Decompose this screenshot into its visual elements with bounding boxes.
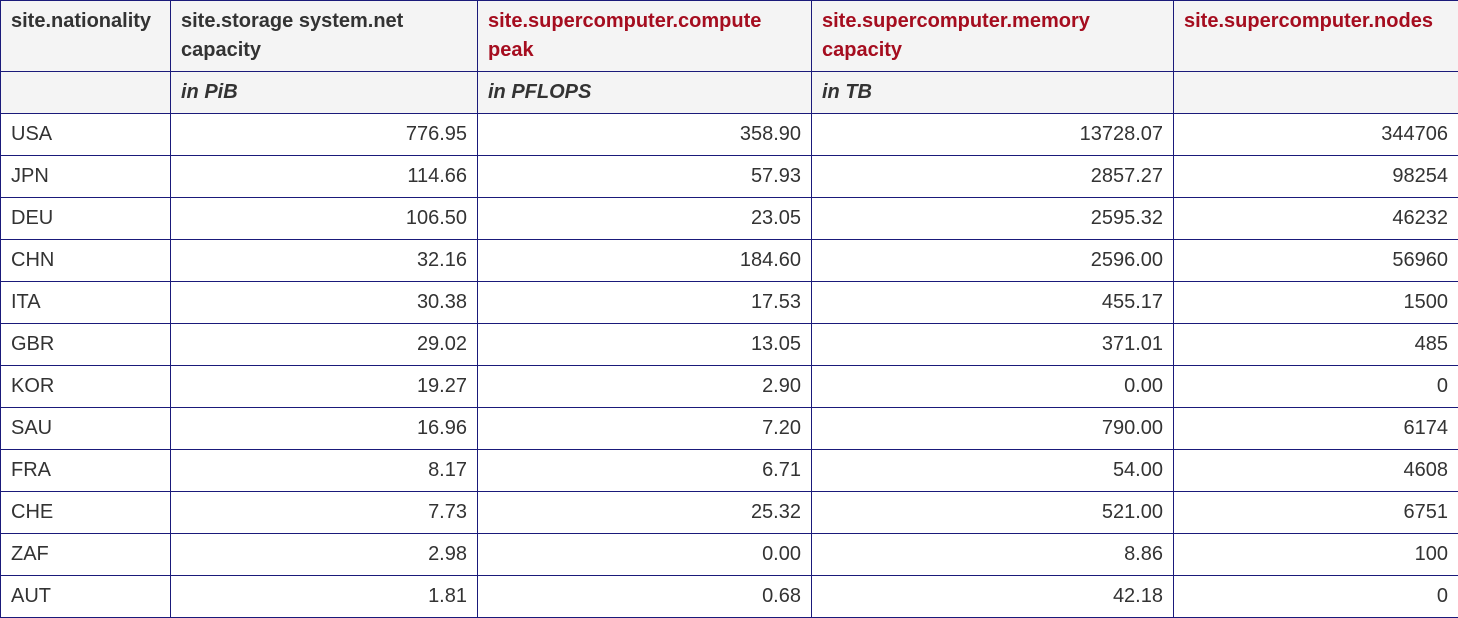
cell-memory-capacity: 8.86: [811, 533, 1174, 576]
cell-storage-capacity: 8.17: [170, 449, 478, 492]
cell-nodes: 6751: [1173, 491, 1458, 534]
cell-nationality: AUT: [0, 575, 171, 618]
cell-nationality: CHE: [0, 491, 171, 534]
table-row: USA 776.95 358.90 13728.07 344706: [0, 113, 1458, 156]
cell-storage-capacity: 114.66: [170, 155, 478, 198]
cell-memory-capacity: 42.18: [811, 575, 1174, 618]
cell-memory-capacity: 2596.00: [811, 239, 1174, 282]
table-row: JPN 114.66 57.93 2857.27 98254: [0, 155, 1458, 198]
table-row: ZAF 2.98 0.00 8.86 100: [0, 533, 1458, 576]
header-compute-peak[interactable]: site.supercomputer.compute peak: [477, 0, 812, 72]
unit-memory-capacity: in TB: [811, 71, 1174, 114]
cell-compute-peak: 7.20: [477, 407, 812, 450]
cell-memory-capacity: 521.00: [811, 491, 1174, 534]
cell-nationality: SAU: [0, 407, 171, 450]
cell-compute-peak: 0.68: [477, 575, 812, 618]
cell-nodes: 98254: [1173, 155, 1458, 198]
cell-nationality: JPN: [0, 155, 171, 198]
cell-nationality: DEU: [0, 197, 171, 240]
cell-memory-capacity: 2595.32: [811, 197, 1174, 240]
cell-memory-capacity: 0.00: [811, 365, 1174, 408]
cell-compute-peak: 358.90: [477, 113, 812, 156]
table-row: AUT 1.81 0.68 42.18 0: [0, 575, 1458, 618]
header-storage-capacity[interactable]: site.storage system.net capacity: [170, 0, 478, 72]
cell-memory-capacity: 455.17: [811, 281, 1174, 324]
cell-nodes: 6174: [1173, 407, 1458, 450]
cell-nodes: 46232: [1173, 197, 1458, 240]
cell-nationality: GBR: [0, 323, 171, 366]
header-nationality[interactable]: site.nationality: [0, 0, 171, 72]
cell-nodes: 100: [1173, 533, 1458, 576]
header-memory-capacity[interactable]: site.supercomputer.memory capacity: [811, 0, 1174, 72]
table-row: SAU 16.96 7.20 790.00 6174: [0, 407, 1458, 450]
cell-nationality: KOR: [0, 365, 171, 408]
cell-storage-capacity: 2.98: [170, 533, 478, 576]
table-row: CHN 32.16 184.60 2596.00 56960: [0, 239, 1458, 282]
cell-nationality: USA: [0, 113, 171, 156]
cell-compute-peak: 2.90: [477, 365, 812, 408]
cell-storage-capacity: 1.81: [170, 575, 478, 618]
cell-compute-peak: 23.05: [477, 197, 812, 240]
table-body: USA 776.95 358.90 13728.07 344706 JPN 114.66 57…: [0, 113, 1458, 618]
cell-nodes: 4608: [1173, 449, 1458, 492]
cell-nodes: 0: [1173, 575, 1458, 618]
cell-storage-capacity: 106.50: [170, 197, 478, 240]
cell-compute-peak: 25.32: [477, 491, 812, 534]
cell-memory-capacity: 2857.27: [811, 155, 1174, 198]
cell-storage-capacity: 7.73: [170, 491, 478, 534]
cell-storage-capacity: 30.38: [170, 281, 478, 324]
cell-compute-peak: 184.60: [477, 239, 812, 282]
cell-memory-capacity: 13728.07: [811, 113, 1174, 156]
cell-storage-capacity: 19.27: [170, 365, 478, 408]
cell-nationality: FRA: [0, 449, 171, 492]
cell-nodes: 1500: [1173, 281, 1458, 324]
table-row: KOR 19.27 2.90 0.00 0: [0, 365, 1458, 408]
cell-storage-capacity: 32.16: [170, 239, 478, 282]
table-row: ITA 30.38 17.53 455.17 1500: [0, 281, 1458, 324]
cell-nationality: ITA: [0, 281, 171, 324]
units-row: in PiB in PFLOPS in TB: [0, 71, 1458, 114]
unit-compute-peak: in PFLOPS: [477, 71, 812, 114]
cell-memory-capacity: 54.00: [811, 449, 1174, 492]
cell-memory-capacity: 790.00: [811, 407, 1174, 450]
header-nodes[interactable]: site.supercomputer.nodes: [1173, 0, 1458, 72]
cell-compute-peak: 6.71: [477, 449, 812, 492]
cell-nationality: CHN: [0, 239, 171, 282]
unit-nodes: [1173, 71, 1458, 114]
cell-compute-peak: 13.05: [477, 323, 812, 366]
cell-nodes: 56960: [1173, 239, 1458, 282]
cell-storage-capacity: 16.96: [170, 407, 478, 450]
cell-compute-peak: 57.93: [477, 155, 812, 198]
cell-storage-capacity: 776.95: [170, 113, 478, 156]
cell-compute-peak: 0.00: [477, 533, 812, 576]
cell-nodes: 485: [1173, 323, 1458, 366]
unit-storage-capacity: in PiB: [170, 71, 478, 114]
cell-nodes: 344706: [1173, 113, 1458, 156]
table-row: GBR 29.02 13.05 371.01 485: [0, 323, 1458, 366]
table-row: CHE 7.73 25.32 521.00 6751: [0, 491, 1458, 534]
table-head: site.nationality site.storage system.net…: [0, 0, 1458, 114]
cell-nodes: 0: [1173, 365, 1458, 408]
cell-compute-peak: 17.53: [477, 281, 812, 324]
cell-memory-capacity: 371.01: [811, 323, 1174, 366]
table-row: FRA 8.17 6.71 54.00 4608: [0, 449, 1458, 492]
table-row: DEU 106.50 23.05 2595.32 46232: [0, 197, 1458, 240]
cell-storage-capacity: 29.02: [170, 323, 478, 366]
cell-nationality: ZAF: [0, 533, 171, 576]
header-row: site.nationality site.storage system.net…: [0, 0, 1458, 72]
unit-nationality: [0, 71, 171, 114]
